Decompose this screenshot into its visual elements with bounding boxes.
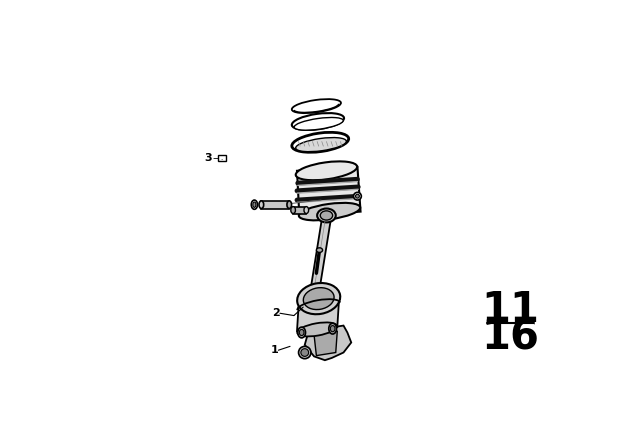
Ellipse shape <box>294 117 343 130</box>
Ellipse shape <box>317 208 336 222</box>
Ellipse shape <box>252 200 257 209</box>
FancyBboxPatch shape <box>218 155 226 161</box>
Text: .: . <box>221 155 223 161</box>
Polygon shape <box>305 326 351 360</box>
Polygon shape <box>311 218 331 287</box>
Ellipse shape <box>296 138 346 152</box>
Polygon shape <box>293 207 307 214</box>
Ellipse shape <box>291 207 296 214</box>
Ellipse shape <box>299 203 360 220</box>
Ellipse shape <box>298 346 311 359</box>
Text: 2: 2 <box>272 308 280 318</box>
Polygon shape <box>297 302 339 331</box>
Ellipse shape <box>316 248 323 252</box>
Text: 16: 16 <box>481 316 539 358</box>
Ellipse shape <box>297 283 340 314</box>
Ellipse shape <box>292 113 344 130</box>
Ellipse shape <box>287 201 292 208</box>
Text: 1: 1 <box>271 345 278 355</box>
Polygon shape <box>261 201 289 208</box>
Ellipse shape <box>301 349 308 356</box>
Ellipse shape <box>253 202 256 207</box>
Polygon shape <box>297 167 360 215</box>
Text: 11: 11 <box>481 289 539 331</box>
Ellipse shape <box>292 132 349 152</box>
Ellipse shape <box>298 327 305 338</box>
Ellipse shape <box>296 161 357 180</box>
Ellipse shape <box>259 201 264 208</box>
Ellipse shape <box>353 192 362 200</box>
Ellipse shape <box>300 329 304 336</box>
Ellipse shape <box>304 207 308 214</box>
Ellipse shape <box>355 194 360 198</box>
Ellipse shape <box>330 326 335 332</box>
Ellipse shape <box>292 99 341 113</box>
Ellipse shape <box>297 323 337 336</box>
Ellipse shape <box>303 288 334 310</box>
Text: 3: 3 <box>204 153 212 163</box>
Ellipse shape <box>329 323 337 334</box>
Ellipse shape <box>320 211 333 220</box>
Text: —: — <box>212 153 223 163</box>
Polygon shape <box>314 331 337 356</box>
